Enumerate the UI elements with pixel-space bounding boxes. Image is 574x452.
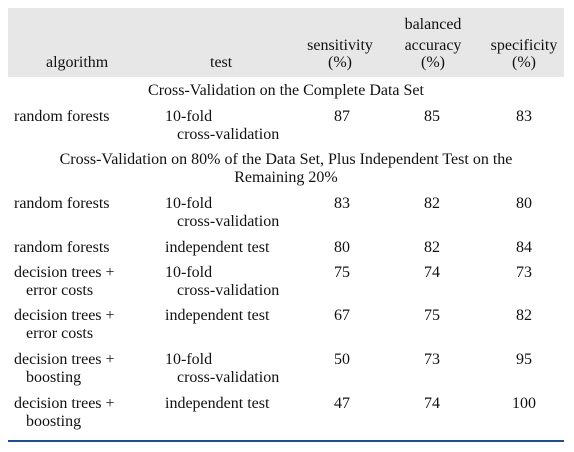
header-balanced-line1: balanced (404, 16, 462, 33)
cell-test: cross-validation (177, 282, 280, 299)
cell-balanced-accuracy: 74 (424, 264, 440, 281)
section-title: Remaining 20% (234, 169, 338, 186)
cell-specificity: 82 (516, 307, 532, 324)
cell-test: 10-fold (165, 195, 213, 212)
cell-sensitivity: 50 (334, 351, 350, 368)
cell-specificity: 100 (512, 395, 536, 412)
cell-test: independent test (165, 395, 270, 412)
cell-test: cross-validation (177, 213, 280, 230)
cell-algorithm: random forests (14, 195, 110, 212)
header-sensitivity-line2: (%) (328, 54, 352, 71)
cell-algorithm: decision trees + (14, 395, 115, 412)
section-title: Cross-Validation on the Complete Data Se… (148, 82, 424, 99)
cell-balanced-accuracy: 73 (424, 351, 440, 368)
cell-test: 10-fold (165, 351, 213, 368)
header-test: test (210, 54, 233, 71)
cell-algorithm: boosting (26, 369, 82, 386)
cell-test: 10-fold (165, 108, 213, 125)
table-bottom-rule (8, 440, 564, 442)
cell-sensitivity: 87 (334, 108, 350, 125)
header-balanced-line3: (%) (421, 54, 445, 71)
cell-algorithm: decision trees + (14, 307, 115, 324)
cell-test: independent test (165, 307, 270, 324)
cell-test: cross-validation (177, 126, 280, 143)
cell-specificity: 73 (516, 264, 532, 281)
header-specificity-line1: specificity (490, 37, 558, 54)
cell-balanced-accuracy: 85 (424, 108, 440, 125)
cell-specificity: 83 (516, 108, 532, 125)
cell-sensitivity: 80 (334, 239, 350, 256)
cell-test: cross-validation (177, 369, 280, 386)
cell-balanced-accuracy: 82 (424, 195, 440, 212)
header-sensitivity-line1: sensitivity (307, 37, 373, 54)
table-header-band (8, 8, 564, 77)
cell-specificity: 95 (516, 351, 532, 368)
cell-algorithm: boosting (26, 413, 82, 430)
cell-algorithm: random forests (14, 108, 110, 125)
cell-balanced-accuracy: 75 (424, 307, 440, 324)
cell-algorithm: error costs (26, 325, 94, 342)
cell-balanced-accuracy: 82 (424, 239, 440, 256)
cell-algorithm: decision trees + (14, 351, 115, 368)
cell-specificity: 80 (516, 195, 532, 212)
cell-algorithm: random forests (14, 239, 110, 256)
cell-test: independent test (165, 239, 270, 256)
section-title: Cross-Validation on 80% of the Data Set,… (59, 151, 513, 168)
header-specificity-line2: (%) (512, 54, 536, 71)
cell-sensitivity: 83 (334, 195, 350, 212)
cell-sensitivity: 67 (334, 307, 350, 324)
cell-sensitivity: 47 (334, 395, 350, 412)
cell-sensitivity: 75 (334, 264, 350, 281)
cell-test: 10-fold (165, 264, 213, 281)
header-algorithm: algorithm (46, 54, 109, 71)
header-balanced-line2: accuracy (404, 37, 462, 54)
cell-algorithm: decision trees + (14, 264, 115, 281)
cell-balanced-accuracy: 74 (424, 395, 440, 412)
cell-specificity: 84 (516, 239, 532, 256)
cell-algorithm: error costs (26, 282, 94, 299)
